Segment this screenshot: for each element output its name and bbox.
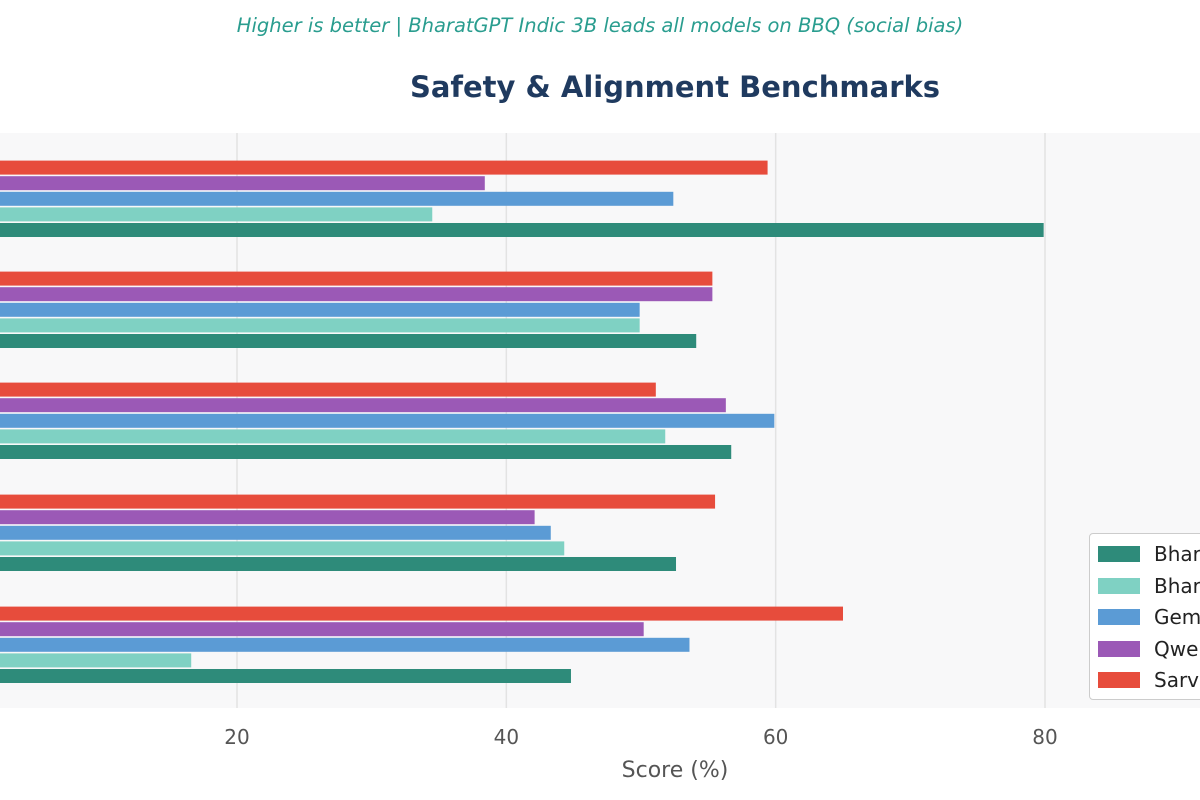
bar bbox=[0, 510, 535, 525]
legend-swatch bbox=[1098, 577, 1140, 594]
bar bbox=[0, 525, 551, 540]
x-axis-label: Score (%) bbox=[622, 758, 729, 783]
legend-swatch bbox=[1098, 546, 1140, 562]
legend-label: Gem bbox=[1154, 605, 1200, 629]
bar bbox=[0, 653, 192, 668]
legend-swatch bbox=[1098, 640, 1140, 657]
chart-subtitle: Higher is better | BharatGPT Indic 3B le… bbox=[236, 14, 964, 37]
bar bbox=[0, 445, 732, 459]
legend-swatch bbox=[1098, 672, 1140, 688]
bar bbox=[0, 207, 433, 222]
x-tick-label: 60 bbox=[763, 725, 788, 749]
bar bbox=[0, 271, 713, 286]
x-tick-label: 80 bbox=[1032, 725, 1057, 749]
bar bbox=[0, 302, 640, 317]
x-tick-label: 20 bbox=[224, 725, 249, 749]
legend: Bhar Bhar Gem Qwe Sarv bbox=[1089, 533, 1200, 700]
bar bbox=[0, 191, 674, 206]
bar bbox=[0, 398, 726, 413]
bar bbox=[0, 176, 485, 191]
bar bbox=[0, 318, 640, 333]
bar bbox=[0, 541, 565, 556]
bar bbox=[0, 223, 1044, 237]
bar bbox=[0, 494, 716, 509]
legend-swatch bbox=[1098, 609, 1140, 625]
legend-label: Sarv bbox=[1154, 668, 1200, 692]
legend-label: Qwe bbox=[1154, 636, 1199, 661]
x-tick-labels: 20 40 60 80 bbox=[224, 725, 1057, 749]
bars-layer bbox=[0, 160, 1044, 683]
bar bbox=[0, 287, 713, 302]
bar bbox=[0, 669, 571, 683]
legend-label: Bhar bbox=[1154, 542, 1200, 566]
bar bbox=[0, 557, 677, 571]
bar bbox=[0, 413, 775, 428]
legend-label: Bhar bbox=[1154, 573, 1200, 598]
bar bbox=[0, 429, 666, 444]
bar bbox=[0, 334, 697, 348]
chart-title: Safety & Alignment Benchmarks bbox=[409, 70, 941, 104]
bar bbox=[0, 622, 644, 637]
x-tick-label: 40 bbox=[494, 725, 519, 749]
bar bbox=[0, 160, 768, 175]
bar bbox=[0, 637, 690, 652]
bar bbox=[0, 382, 656, 397]
bar bbox=[0, 606, 843, 621]
